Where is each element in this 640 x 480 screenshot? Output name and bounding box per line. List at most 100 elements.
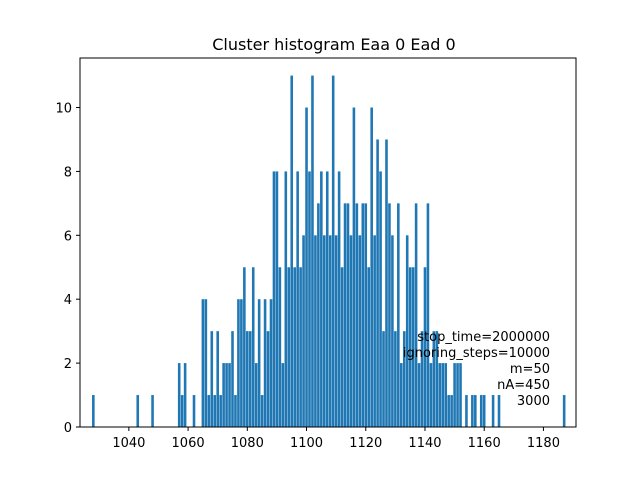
histogram-bar	[248, 331, 252, 427]
histogram-bar	[337, 171, 341, 427]
histogram-bar	[328, 235, 332, 427]
histogram-bar	[426, 203, 430, 427]
histogram-bar	[562, 395, 566, 427]
histogram-bar	[382, 331, 385, 427]
histogram-bar	[243, 267, 246, 427]
histogram-bar	[331, 75, 335, 427]
histogram-bar	[471, 395, 474, 427]
histogram-bar	[479, 395, 483, 427]
histogram-bar	[349, 235, 353, 427]
histogram-bar	[237, 299, 240, 427]
y-tick-label: 6	[64, 229, 72, 244]
x-tick-label: 1120	[349, 436, 382, 451]
histogram-bar	[251, 267, 255, 427]
x-tick-label: 1080	[231, 436, 264, 451]
y-tick-label: 10	[55, 102, 72, 117]
chart-title: Cluster histogram Eaa 0 Ead 0	[212, 35, 455, 54]
x-tick-label: 1140	[408, 436, 441, 451]
histogram-bar	[284, 171, 288, 427]
histogram-bar	[423, 267, 427, 427]
histogram-bar	[281, 363, 285, 427]
histogram-bar	[465, 395, 468, 427]
histogram-bar	[257, 299, 261, 427]
histogram-bar	[240, 299, 243, 427]
annotation-line: ignoring_steps=10000	[403, 346, 550, 361]
histogram-bar	[210, 331, 214, 427]
histogram-bar	[438, 363, 442, 427]
x-tick-label: 1040	[112, 436, 145, 451]
histogram-bar	[340, 267, 344, 427]
histogram-bar	[225, 363, 228, 427]
histogram-bar	[260, 395, 264, 427]
histogram-bar	[136, 395, 140, 427]
histogram-bar	[323, 235, 326, 427]
histogram-bar	[397, 203, 400, 427]
x-tick-label: 1100	[290, 436, 323, 451]
y-tick-label: 8	[64, 165, 72, 180]
histogram-bar	[497, 395, 501, 427]
histogram-bar	[207, 395, 211, 427]
histogram-bar	[228, 363, 231, 427]
histogram-bar	[417, 363, 421, 427]
histogram-bar	[151, 395, 154, 427]
histogram-bar	[367, 267, 371, 427]
histogram-bar	[411, 267, 415, 427]
histogram-bar	[317, 203, 320, 427]
histogram-bar	[358, 235, 362, 427]
histogram-bar	[376, 139, 379, 427]
histogram-bar	[388, 203, 391, 427]
histogram-bar	[450, 395, 453, 427]
histogram-bar	[311, 75, 314, 427]
histogram-bar	[293, 267, 296, 427]
histogram-bar	[474, 395, 477, 427]
histogram-bar	[314, 235, 317, 427]
bars-group	[92, 75, 566, 428]
histogram-bar	[177, 363, 181, 427]
histogram-bar	[420, 331, 424, 427]
histogram-bar	[379, 171, 382, 427]
histogram-bar	[231, 331, 234, 427]
histogram-bar	[432, 331, 436, 427]
histogram-bar	[183, 363, 187, 427]
annotation-line: 3000	[517, 394, 550, 409]
axes-group: 1040 1060 1080 1100 1120 1140 1160 1180 0 2 4 6 8 10	[55, 57, 577, 451]
histogram-bar	[266, 331, 270, 427]
histogram-bar	[456, 363, 459, 427]
histogram-bar	[491, 395, 495, 427]
histogram-bar	[216, 331, 219, 427]
histogram-bar	[453, 363, 456, 427]
histogram-bar	[444, 363, 447, 427]
histogram-bar	[272, 171, 276, 427]
histogram-bar	[325, 171, 329, 427]
histogram-bar	[441, 363, 445, 427]
annotation-line: nA=450	[497, 378, 550, 393]
annotation-line: stop_time=2000000	[417, 330, 550, 345]
histogram-bar	[213, 395, 217, 427]
histogram-bar	[394, 331, 397, 427]
histogram-bar	[305, 107, 308, 428]
histogram-bar	[429, 363, 433, 427]
histogram-bar	[92, 395, 95, 427]
histogram-bar	[222, 363, 225, 427]
histogram-bar	[334, 235, 338, 427]
histogram-bar	[320, 171, 323, 427]
histogram-bar	[385, 139, 388, 427]
histogram-bar	[219, 395, 222, 427]
histogram-bar	[296, 171, 299, 427]
histogram-bar	[482, 395, 486, 427]
histogram-bar	[287, 267, 291, 427]
histogram-bar	[364, 203, 368, 427]
histogram-bar	[435, 331, 439, 427]
histogram-bar	[269, 299, 273, 427]
histogram-bar	[290, 75, 294, 427]
histogram-bar	[308, 171, 311, 427]
y-tick-label: 2	[64, 357, 72, 372]
x-tick-label: 1180	[527, 436, 560, 451]
histogram-bar	[254, 363, 258, 427]
histogram-bar	[361, 203, 365, 427]
histogram-bar	[201, 299, 205, 427]
histogram-bar	[246, 331, 249, 427]
histogram-bar	[234, 395, 237, 427]
